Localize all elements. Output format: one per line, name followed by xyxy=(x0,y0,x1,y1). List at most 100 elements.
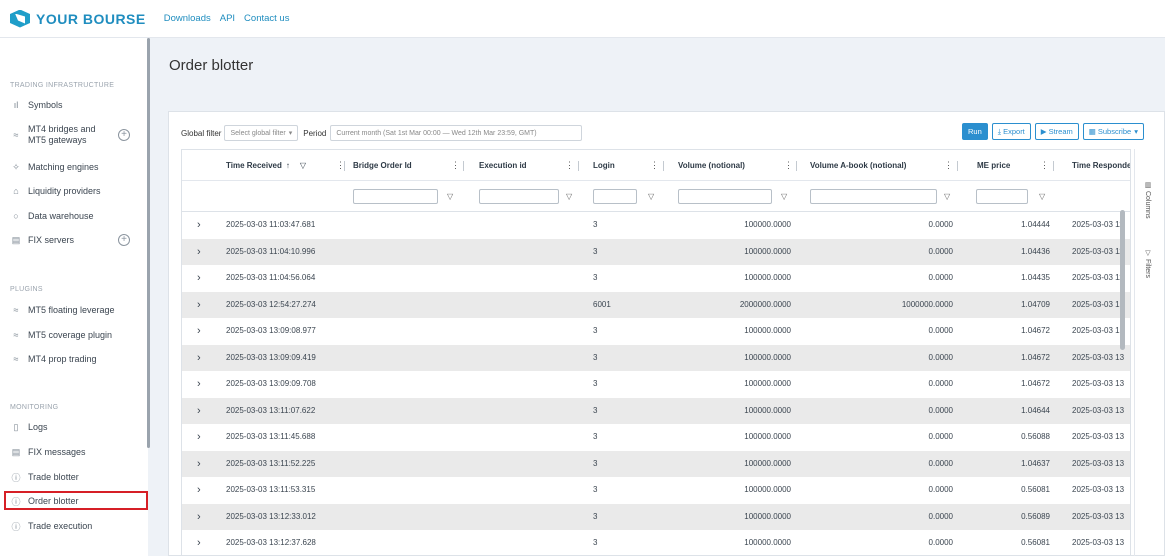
sidebar-item-trade-blotter[interactable]: ⓘ Trade blotter xyxy=(10,470,138,484)
table-row[interactable]: › 2025-03-03 13:09:09.419 3 100000.0000 0.00… xyxy=(182,344,1130,371)
column-menu-icon[interactable]: ⋮ xyxy=(1040,160,1049,170)
col-header-me-price[interactable]: ME price xyxy=(977,161,1011,170)
sidebar-item-symbols[interactable]: ıl Symbols xyxy=(10,98,138,112)
col-header-login[interactable]: Login xyxy=(593,161,615,170)
table-row[interactable]: › 2025-03-03 13:12:33.012 3 100000.0000 0.00… xyxy=(182,503,1130,530)
filters-tab[interactable]: ▽ Filters xyxy=(1143,249,1151,278)
column-resize-handle[interactable] xyxy=(578,161,579,171)
col-header-volume-notional[interactable]: Volume (notional) xyxy=(678,161,745,170)
expand-row-icon[interactable]: › xyxy=(197,457,201,470)
expand-plus-icon[interactable]: + xyxy=(118,129,130,141)
col-header-time-responded[interactable]: Time Responded xyxy=(1072,161,1131,170)
column-resize-handle[interactable] xyxy=(344,161,345,171)
sidebar-item-mt5-floating-leverage[interactable]: ≈ MT5 floating leverage xyxy=(10,303,138,317)
column-resize-handle[interactable] xyxy=(796,161,797,171)
expand-row-icon[interactable]: › xyxy=(197,378,201,390)
column-menu-icon[interactable]: ⋮ xyxy=(944,160,953,170)
bank-icon: ⌂ xyxy=(13,186,19,196)
expand-row-icon[interactable]: › xyxy=(197,484,201,496)
filter-icon[interactable]: ▽ xyxy=(447,192,454,201)
sidebar-scrollbar[interactable] xyxy=(147,38,150,448)
sidebar-item-trade-execution[interactable]: ⓘ Trade execution xyxy=(10,519,138,533)
sidebar-item-order-blotter[interactable]: ⓘ Order blotter xyxy=(10,494,138,508)
table-row[interactable]: › 2025-03-03 13:09:09.708 3 100000.0000 0.00… xyxy=(182,371,1130,398)
column-resize-handle[interactable] xyxy=(663,161,664,171)
expand-plus-icon[interactable]: + xyxy=(118,234,130,246)
filter-icon[interactable]: ▽ xyxy=(1039,192,1046,201)
sidebar-item-logs[interactable]: ▯ Logs xyxy=(10,420,138,434)
execution-id-filter-input[interactable] xyxy=(479,189,559,204)
info-icon: ⓘ xyxy=(11,472,21,483)
column-menu-icon[interactable]: ⋮ xyxy=(784,160,793,170)
expand-row-icon[interactable]: › xyxy=(197,431,201,443)
export-button[interactable]: ⤓ Export xyxy=(991,123,1031,140)
global-filter-select[interactable]: Select global filter ▾ xyxy=(224,125,299,141)
col-header-time-received[interactable]: Time Received ↑ ▽ xyxy=(226,150,306,181)
sidebar-item-mt5-coverage-plugin[interactable]: ≈ MT5 coverage plugin xyxy=(10,328,138,342)
me-price-filter-input[interactable] xyxy=(976,189,1028,204)
volume-abook-filter-input[interactable] xyxy=(810,189,937,204)
nav-link-contact[interactable]: Contact us xyxy=(244,13,290,24)
expand-row-icon[interactable]: › xyxy=(197,325,201,337)
toolbar: Run ⤓ Export ▶ Stream ▦ Subscribe ▾ xyxy=(962,123,1148,140)
sidebar-item-fix-servers[interactable]: ▤ FIX servers + xyxy=(10,233,138,247)
cell-volume: 100000.0000 xyxy=(744,458,791,468)
table-row[interactable]: › 2025-03-03 11:03:47.681 3 100000.0000 0.00… xyxy=(182,212,1130,239)
sidebar xyxy=(0,38,148,556)
subscribe-button[interactable]: ▦ Subscribe ▾ xyxy=(1082,123,1144,140)
logo[interactable]: YOUR BOURSE xyxy=(10,10,146,28)
expand-row-icon[interactable]: › xyxy=(197,404,201,417)
sidebar-item-mt4-prop-trading[interactable]: ≈ MT4 prop trading xyxy=(10,352,138,366)
sidebar-item-mt4-bridges[interactable]: ≈ MT4 bridges and MT5 gateways + xyxy=(10,123,138,147)
filter-icon[interactable]: ▽ xyxy=(648,192,655,201)
period-select[interactable]: Current month (Sat 1st Mar 00:00 — Wed 1… xyxy=(330,125,583,141)
cell-volume: 100000.0000 xyxy=(744,485,791,494)
table-row[interactable]: › 2025-03-03 13:11:07.622 3 100000.0000 0.00… xyxy=(182,397,1130,424)
col-header-execution-id[interactable]: Execution id xyxy=(479,161,527,170)
filter-icon[interactable]: ▽ xyxy=(781,192,788,201)
bridge-order-id-filter-input[interactable] xyxy=(353,189,438,204)
stream-button[interactable]: ▶ Stream xyxy=(1034,123,1079,140)
column-resize-handle[interactable] xyxy=(1053,161,1054,171)
table-row[interactable]: › 2025-03-03 11:04:10.996 3 100000.0000 0.00… xyxy=(182,238,1130,265)
expand-row-icon[interactable]: › xyxy=(197,219,201,231)
chevron-down-icon: ▾ xyxy=(288,130,293,137)
column-menu-icon[interactable]: ⋮ xyxy=(565,160,574,170)
expand-row-icon[interactable]: › xyxy=(197,537,201,549)
column-menu-icon[interactable]: ⋮ xyxy=(451,160,460,170)
column-resize-handle[interactable] xyxy=(957,161,958,171)
login-filter-input[interactable] xyxy=(593,189,637,204)
cell-login: 3 xyxy=(593,246,598,256)
nav-link-api[interactable]: API xyxy=(219,13,236,24)
table-row[interactable]: › 2025-03-03 11:04:56.064 3 100000.0000 0.00… xyxy=(182,265,1130,292)
run-button[interactable]: Run xyxy=(962,123,988,140)
volume-filter-input[interactable] xyxy=(678,189,772,204)
filter-icon[interactable]: ▽ xyxy=(299,161,307,170)
expand-row-icon[interactable]: › xyxy=(197,351,201,364)
column-menu-icon[interactable]: ⋮ xyxy=(336,160,345,170)
column-resize-handle[interactable] xyxy=(463,161,464,171)
col-header-bridge-order-id[interactable]: Bridge Order Id xyxy=(353,161,412,170)
col-header-volume-abook[interactable]: Volume A-book (notional) xyxy=(810,161,907,170)
table-row[interactable]: › 2025-03-03 13:12:37.628 3 100000.0000 0.00… xyxy=(182,530,1130,556)
expand-row-icon[interactable]: › xyxy=(197,510,201,523)
filter-icon[interactable]: ▽ xyxy=(944,192,951,201)
table-row[interactable]: › 2025-03-03 13:09:08.977 3 100000.0000 0.00… xyxy=(182,318,1130,345)
sidebar-item-fix-messages[interactable]: ▤ FIX messages xyxy=(10,445,138,459)
expand-row-icon[interactable]: › xyxy=(197,298,201,311)
top-nav: Downloads API Contact us xyxy=(164,13,299,24)
columns-tab[interactable]: ▥ Columns xyxy=(1143,181,1151,219)
filter-icon[interactable]: ▽ xyxy=(566,192,573,201)
sidebar-item-data-warehouse[interactable]: ○ Data warehouse xyxy=(10,209,138,223)
column-menu-icon[interactable]: ⋮ xyxy=(650,160,659,170)
table-row[interactable]: › 2025-03-03 13:11:45.688 3 100000.0000 0.00… xyxy=(182,424,1130,451)
grid-scrollbar[interactable] xyxy=(1120,210,1125,350)
table-row[interactable]: › 2025-03-03 13:11:52.225 3 100000.0000 0.00… xyxy=(182,450,1130,477)
nav-link-downloads[interactable]: Downloads xyxy=(163,13,211,24)
sidebar-item-liquidity-providers[interactable]: ⌂ Liquidity providers xyxy=(10,184,138,198)
table-row[interactable]: › 2025-03-03 13:11:53.315 3 100000.0000 0.00… xyxy=(182,477,1130,504)
table-row[interactable]: › 2025-03-03 12:54:27.274 6001 2000000.0000… xyxy=(182,291,1130,318)
expand-row-icon[interactable]: › xyxy=(197,245,201,258)
expand-row-icon[interactable]: › xyxy=(197,272,201,284)
sidebar-item-matching-engines[interactable]: ✧ Matching engines xyxy=(10,160,138,174)
